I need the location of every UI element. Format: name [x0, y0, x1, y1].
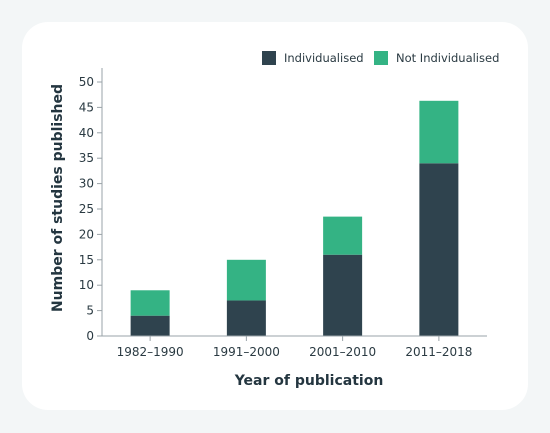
x-axis-title: Year of publication: [234, 373, 384, 389]
bar-segment-individualised: [323, 254, 363, 336]
y-tick-label: 15: [79, 253, 94, 267]
bar-segment-individualised: [130, 315, 170, 336]
y-tick-label: 20: [79, 227, 94, 241]
legend-item-not-individualised-label: Not Individualised: [396, 51, 499, 65]
x-tick-label: 2011–2018: [405, 345, 472, 359]
y-axis: 0 5 10 15 20 25 30 35 40 45 50: [79, 68, 103, 343]
y-tick-label: 50: [79, 75, 94, 89]
x-axis: 1982–1990 1991–2000 2001–2010 2011–2018: [102, 335, 487, 359]
bar-segment-not-individualised: [130, 290, 170, 316]
legend: Individualised Not Individualised: [262, 51, 499, 65]
y-axis-title: Number of studies published: [50, 84, 66, 312]
bar-segment-individualised: [226, 300, 266, 336]
bars: [130, 100, 459, 336]
y-tick-label: 30: [79, 177, 94, 191]
legend-item-not-individualised-swatch: [374, 51, 388, 65]
y-tick-label: 10: [79, 278, 94, 292]
x-tick-label: 1982–1990: [117, 345, 184, 359]
bar-segment-not-individualised: [323, 216, 363, 255]
y-tick-label: 0: [86, 329, 94, 343]
bar-segment-individualised: [419, 163, 459, 336]
bar-segment-not-individualised: [419, 100, 459, 164]
y-tick-label: 35: [79, 151, 94, 165]
y-tick-label: 40: [79, 126, 94, 140]
x-tick-label: 2001–2010: [309, 345, 376, 359]
y-tick-label: 45: [79, 100, 94, 114]
bar-segment-not-individualised: [226, 259, 266, 301]
legend-item-individualised-label: Individualised: [284, 51, 364, 65]
y-tick-label: 5: [86, 304, 94, 318]
legend-item-individualised-swatch: [262, 51, 276, 65]
y-tick-label: 25: [79, 202, 94, 216]
x-tick-label: 1991–2000: [213, 345, 280, 359]
